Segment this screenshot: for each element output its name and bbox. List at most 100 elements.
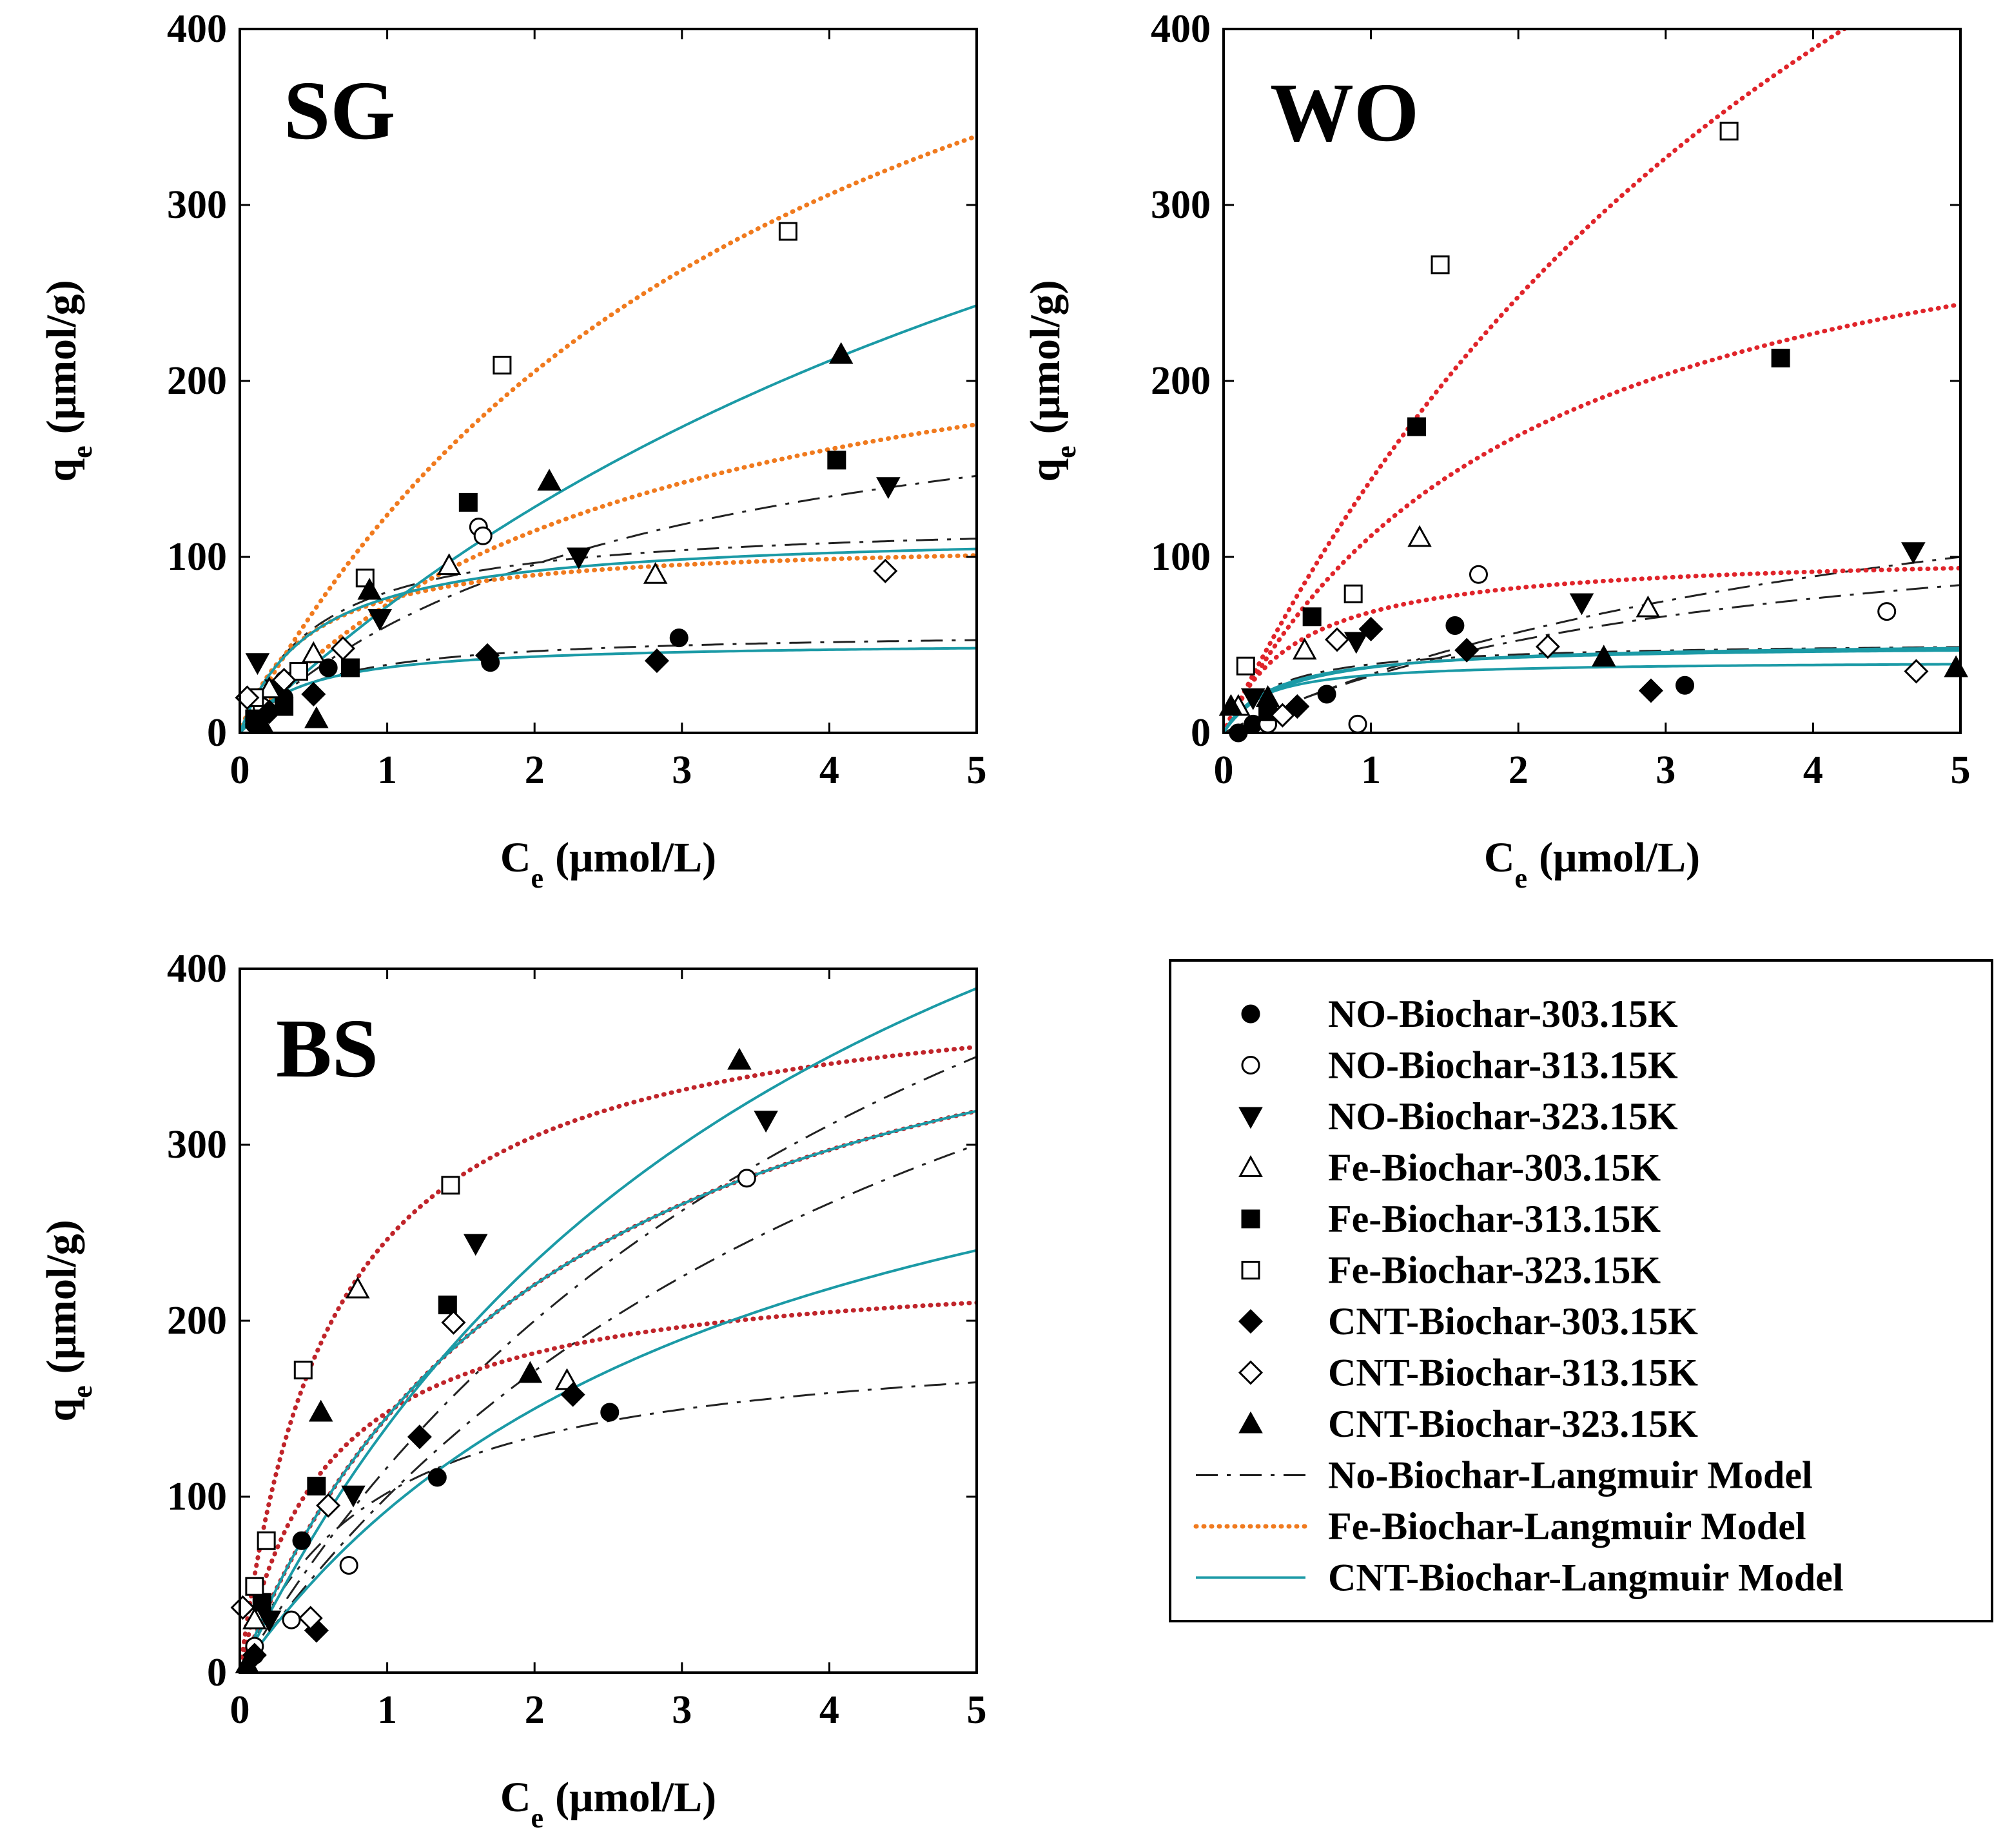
chart-panel-sg: 0 1 2 3 4 5 0 100 200 300 400 SG Ce (μmol/L) qe(μmo… bbox=[38, 7, 987, 894]
model-curve-no-biochar bbox=[240, 474, 977, 733]
data-point bbox=[245, 653, 270, 676]
x-axis-label-wo: Ce (μmol/L) bbox=[1484, 834, 1700, 894]
y-tick-label: 0 bbox=[207, 1651, 227, 1695]
panel-label-wo: WO bbox=[1270, 66, 1419, 159]
model-curve-no-biochar bbox=[240, 639, 977, 733]
legend-marker bbox=[1241, 1261, 1260, 1279]
model-curve-fe-biochar bbox=[240, 1044, 977, 1673]
y-tick-label: 0 bbox=[207, 711, 227, 755]
x-tick-label: 2 bbox=[1509, 748, 1529, 792]
x-tick-label: 3 bbox=[672, 748, 692, 792]
data-point bbox=[1348, 714, 1367, 734]
x-tick-label: 0 bbox=[1214, 748, 1234, 792]
data-point bbox=[458, 492, 478, 512]
chart-panel-bs: 0 1 2 3 4 5 0 100 200 300 400 BS Ce (μmol/L) qe(μmo… bbox=[38, 947, 987, 1834]
data-point bbox=[737, 1169, 756, 1188]
data-point bbox=[873, 558, 898, 583]
data-point bbox=[341, 1485, 366, 1508]
x-tick-label: 0 bbox=[230, 748, 250, 792]
legend-label: Fe-Biochar-303.15K bbox=[1328, 1147, 1661, 1189]
data-point bbox=[252, 1593, 271, 1612]
data-point bbox=[1270, 703, 1295, 728]
data-point bbox=[293, 1360, 313, 1379]
legend-label: Fe-Biochar-313.15K bbox=[1328, 1198, 1661, 1240]
data-point bbox=[292, 1531, 311, 1550]
data-point bbox=[727, 1047, 752, 1070]
data-point bbox=[1317, 685, 1336, 704]
x-tick-label: 1 bbox=[377, 1688, 397, 1732]
data-point bbox=[282, 1610, 301, 1629]
data-point bbox=[318, 658, 338, 677]
x-tick-label: 4 bbox=[1803, 748, 1823, 792]
data-point bbox=[427, 1468, 447, 1487]
data-point bbox=[1218, 694, 1244, 716]
data-point bbox=[330, 636, 356, 661]
data-point bbox=[1285, 694, 1310, 719]
data-point bbox=[308, 1399, 333, 1422]
x-tick-label: 5 bbox=[967, 748, 987, 792]
data-point bbox=[257, 1531, 276, 1550]
data-point bbox=[463, 1234, 488, 1256]
legend-label: NO-Biochar-323.15K bbox=[1328, 1095, 1678, 1138]
model-curve-cnt-biochar bbox=[240, 987, 977, 1673]
x-tick-label: 1 bbox=[377, 748, 397, 792]
model-curve-fe-biochar bbox=[1224, 29, 1849, 733]
x-tick-label: 2 bbox=[525, 748, 545, 792]
data-point bbox=[560, 1382, 585, 1407]
model-curve-cnt-biochar bbox=[240, 547, 977, 733]
data-point bbox=[271, 668, 297, 693]
legend-label: CNT-Biochar-Langmuir Model bbox=[1328, 1557, 1843, 1599]
data-point bbox=[257, 676, 282, 699]
panel-label-sg: SG bbox=[284, 64, 395, 157]
data-point bbox=[298, 1606, 323, 1631]
x-tick-label: 1 bbox=[1361, 748, 1381, 792]
y-axis-label-wo: qe(μmol/g) bbox=[1022, 280, 1082, 481]
data-point bbox=[340, 658, 360, 677]
data-point bbox=[518, 1361, 543, 1383]
y-axis-label-bs: qe(μmol/g) bbox=[38, 1220, 98, 1421]
y-tick-label: 100 bbox=[167, 1475, 227, 1519]
data-point bbox=[1302, 607, 1322, 627]
model-curve-no-biochar bbox=[240, 1056, 977, 1673]
model-curve-fe-biochar bbox=[240, 133, 977, 733]
data-point bbox=[407, 1425, 432, 1450]
data-point bbox=[1255, 685, 1280, 707]
data-point bbox=[438, 1295, 457, 1314]
legend-marker bbox=[1241, 1056, 1260, 1075]
data-point bbox=[475, 643, 500, 668]
chart-panel-wo: 0 1 2 3 4 5 0 100 200 300 400 WO Ce (μmol/L) qe(μmo… bbox=[1022, 7, 1971, 894]
data-point bbox=[367, 609, 392, 631]
legend-marker bbox=[1241, 1209, 1260, 1229]
data-point bbox=[1904, 659, 1929, 684]
data-point bbox=[669, 628, 689, 648]
data-point bbox=[346, 1276, 370, 1299]
legend-label: CNT-Biochar-323.15K bbox=[1328, 1403, 1698, 1445]
data-point bbox=[537, 469, 562, 491]
y-tick-label: 300 bbox=[1151, 183, 1211, 227]
model-curve-no-biochar bbox=[240, 538, 977, 733]
y-tick-label: 0 bbox=[1191, 711, 1211, 755]
data-point bbox=[643, 561, 668, 584]
data-point bbox=[828, 342, 854, 364]
data-point bbox=[1454, 637, 1480, 663]
data-point bbox=[1343, 632, 1369, 654]
legend-label: Fe-Biochar-Langmuir Model bbox=[1328, 1505, 1806, 1548]
x-tick-label: 4 bbox=[819, 748, 839, 792]
y-tick-label: 400 bbox=[167, 7, 227, 51]
model-curve-cnt-biochar bbox=[240, 304, 977, 733]
x-tick-label: 5 bbox=[1951, 748, 1971, 792]
data-point bbox=[441, 1310, 466, 1335]
model-curve-fe-biochar bbox=[240, 1300, 977, 1673]
model-curve-fe-biochar bbox=[1224, 302, 1960, 733]
x-tick-label: 0 bbox=[230, 1688, 250, 1732]
legend-label: CNT-Biochar-313.15K bbox=[1328, 1352, 1698, 1394]
data-point bbox=[316, 1493, 341, 1518]
data-point bbox=[307, 1477, 326, 1496]
data-point bbox=[1469, 565, 1488, 584]
data-point bbox=[301, 681, 326, 706]
x-axis-label-sg: Ce (μmol/L) bbox=[500, 834, 716, 894]
legend-marker bbox=[1241, 1004, 1260, 1024]
data-point bbox=[1343, 584, 1363, 603]
data-point bbox=[1636, 595, 1661, 618]
legend-marker bbox=[1238, 1360, 1264, 1385]
